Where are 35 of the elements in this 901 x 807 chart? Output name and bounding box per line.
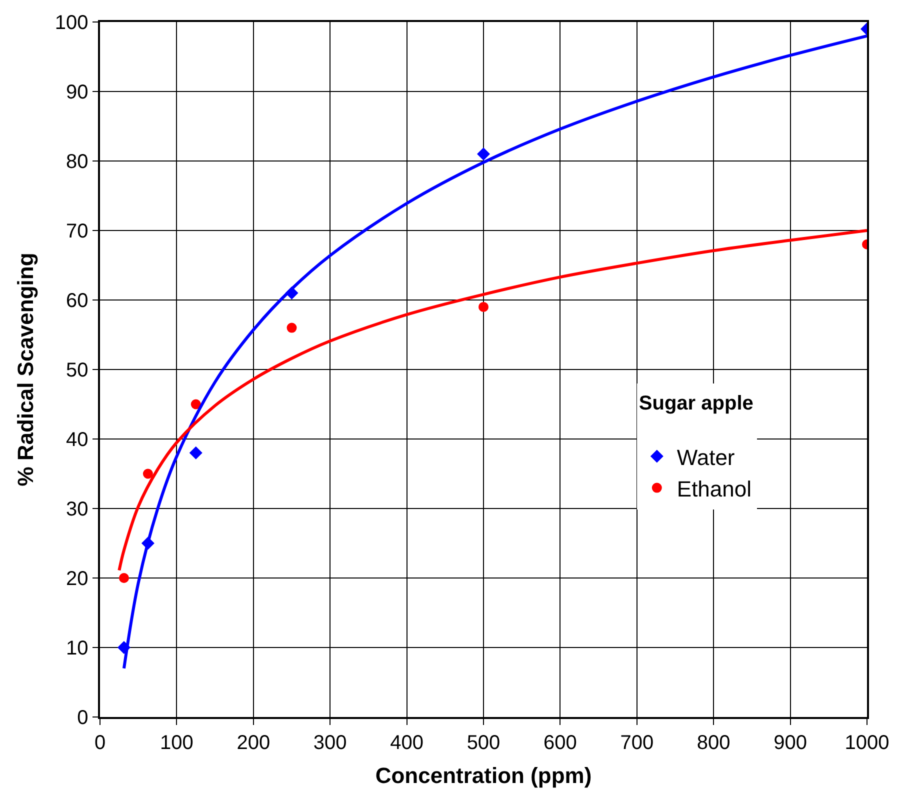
x-tick-label: 700 (620, 732, 654, 754)
point (189, 446, 202, 460)
y-tick-label: 60 (66, 290, 88, 312)
point (477, 148, 490, 161)
x-axis-title: Concentration (ppm) (375, 763, 592, 788)
y-tick-label: 10 (66, 638, 88, 660)
x-tick-label: 600 (544, 732, 577, 754)
point (190, 399, 201, 410)
y-tick-label: 0 (77, 707, 88, 729)
y-axis-title: % Radical Scavenging (13, 252, 38, 486)
y-tick-label: 40 (66, 429, 88, 451)
legend-label: Ethanol (676, 476, 752, 502)
line-series (118, 229, 867, 572)
x-tick-label: 300 (313, 732, 347, 754)
x-tick-label: 100 (160, 732, 194, 754)
y-tick-label: 100 (54, 12, 88, 34)
y-tick-label: 80 (66, 151, 88, 173)
y-tick-label: 70 (66, 220, 88, 242)
y-tick-label: 30 (66, 498, 88, 520)
legend-title: Sugar apple (638, 392, 754, 414)
legend-label: Water (676, 444, 735, 470)
x-tick-label: 400 (390, 732, 424, 754)
point (142, 468, 153, 479)
point (118, 573, 129, 583)
x-tick-label: 200 (236, 732, 270, 754)
x-tick-label: 1000 (844, 732, 890, 754)
x-tick-label: 500 (466, 732, 500, 754)
x-tick-label: 900 (774, 732, 807, 754)
point (286, 322, 297, 333)
y-tick-label: 90 (66, 82, 88, 104)
y-tick-label: 50 (66, 360, 88, 382)
x-tick-label: 0 (94, 732, 106, 754)
y-tick-label: 20 (66, 568, 88, 590)
x-tick-label: 800 (696, 732, 730, 754)
point (478, 302, 488, 312)
